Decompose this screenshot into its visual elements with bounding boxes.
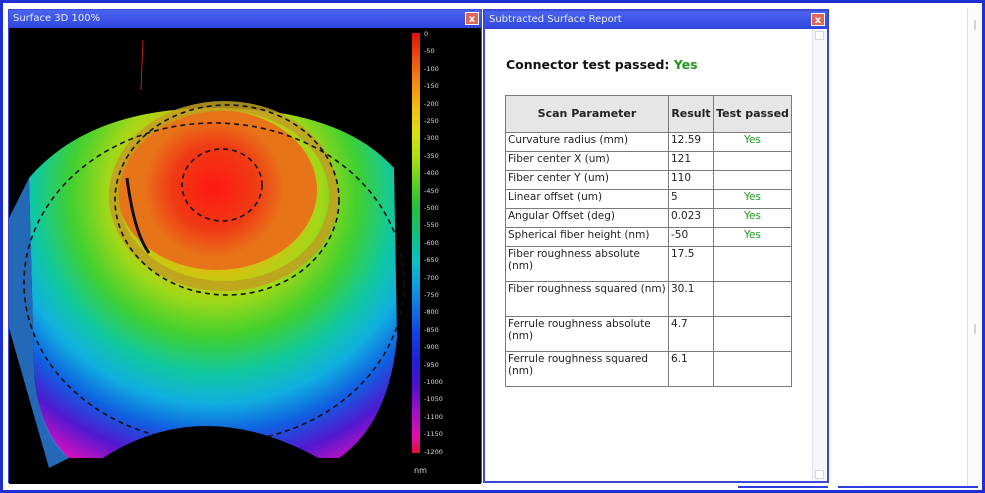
test-passed-cell: Yes	[713, 132, 792, 152]
test-passed-cell	[713, 151, 792, 171]
test-passed-cell	[713, 281, 792, 317]
scroll-down-arrow-icon[interactable]	[815, 470, 824, 479]
connector-test-label: Connector test passed:	[506, 57, 670, 72]
table-row: Fiber center X (um) 121	[505, 151, 792, 171]
test-passed-cell: Yes	[713, 189, 792, 209]
scan-results-table: Scan Parameter Result Test passed Curvat…	[505, 95, 792, 387]
color-scale-unit: nm	[414, 466, 427, 475]
report-close-button[interactable]: x	[811, 13, 825, 26]
header-test-passed: Test passed	[713, 95, 792, 133]
test-passed-cell: Yes	[713, 208, 792, 228]
test-passed-cell	[713, 316, 792, 352]
scale-label: -750	[424, 291, 439, 299]
scroll-up-arrow-icon[interactable]	[815, 31, 824, 40]
report-window: Subtracted Surface Report x Connector te…	[483, 9, 829, 483]
test-passed-cell	[713, 246, 792, 282]
connector-test-value: Yes	[673, 57, 698, 72]
result-cell: 0.023	[668, 208, 714, 228]
scan-parameter-cell: Fiber center X (um)	[505, 151, 669, 171]
scale-label: -700	[424, 273, 439, 282]
scan-parameter-cell: Spherical fiber height (nm)	[505, 227, 669, 247]
connector-test-result: Connector test passed: Yes	[506, 57, 698, 72]
scan-parameter-cell: Fiber roughness squared (nm)	[505, 281, 669, 317]
table-row: Fiber roughness squared (nm) 30.1	[505, 281, 792, 317]
table-header-row: Scan Parameter Result Test passed	[505, 95, 792, 133]
result-cell: 6.1	[668, 351, 714, 387]
table-row: Angular Offset (deg) 0.023 Yes	[505, 208, 792, 228]
table-row: Ferrule roughness squared (nm) 6.1	[505, 351, 792, 387]
scale-label: -1000	[424, 378, 443, 386]
header-result: Result	[668, 95, 714, 133]
table-row: Linear offset (um) 5 Yes	[505, 189, 792, 209]
result-cell: -50	[668, 227, 714, 247]
surface-3d-window: Surface 3D 100% x	[8, 9, 482, 484]
surface-3d-plot[interactable]	[9, 28, 411, 484]
scale-label: -200	[424, 99, 439, 108]
scale-label: -900	[424, 343, 439, 352]
scale-label: -1200	[424, 447, 443, 456]
scale-label: -950	[424, 360, 439, 369]
surface-3d-render	[9, 28, 411, 484]
scale-label: -1150	[424, 430, 443, 439]
scale-label: -100	[424, 64, 439, 73]
result-cell: 121	[668, 151, 714, 171]
scan-parameter-cell: Fiber roughness absolute (nm)	[505, 246, 669, 282]
surface-3d-title: Surface 3D 100%	[13, 13, 101, 24]
table-row: Fiber roughness absolute (nm) 17.5	[505, 246, 792, 282]
scale-label: -650	[424, 256, 439, 265]
scale-label: -50	[424, 47, 435, 56]
color-scale-bar	[412, 33, 420, 453]
report-title: Subtracted Surface Report	[489, 14, 622, 25]
result-cell: 4.7	[668, 316, 714, 352]
taskbar-underline	[738, 486, 978, 489]
result-cell: 110	[668, 170, 714, 190]
result-cell: 17.5	[668, 246, 714, 282]
result-cell: 12.59	[668, 132, 714, 152]
scale-label: -550	[424, 221, 439, 230]
scale-label: -600	[424, 238, 439, 247]
table-row: Curvature radius (mm) 12.59 Yes	[505, 132, 792, 152]
surface-3d-close-button[interactable]: x	[465, 12, 479, 25]
report-scrollbar[interactable]	[812, 29, 827, 481]
scale-label: -150	[424, 82, 439, 91]
header-scan-parameter: Scan Parameter	[505, 95, 669, 133]
scale-label: 0	[424, 30, 429, 38]
scan-parameter-cell: Angular Offset (deg)	[505, 208, 669, 228]
scan-parameter-cell: Ferrule roughness absolute (nm)	[505, 316, 669, 352]
scale-label: -450	[424, 186, 439, 195]
scan-parameter-cell: Curvature radius (mm)	[505, 132, 669, 152]
background-window-edge	[967, 8, 982, 486]
scale-label: -1100	[424, 412, 443, 421]
scan-parameter-cell: Linear offset (um)	[505, 189, 669, 209]
surface-3d-titlebar[interactable]: Surface 3D 100%	[9, 10, 481, 28]
test-passed-cell	[713, 351, 792, 387]
scale-label: -350	[424, 151, 439, 160]
test-passed-cell	[713, 170, 792, 190]
scale-label: -850	[424, 325, 439, 334]
report-titlebar[interactable]: Subtracted Surface Report	[485, 11, 827, 29]
scale-label: -800	[424, 308, 439, 317]
result-cell: 5	[668, 189, 714, 209]
table-row: Spherical fiber height (nm) -50 Yes	[505, 227, 792, 247]
color-scale: 0 -50 -100 -150 -200 -250 -300 -350 -400 -450 -500…	[411, 28, 481, 484]
scan-parameter-cell: Fiber center Y (um)	[505, 170, 669, 190]
table-row: Ferrule roughness absolute (nm) 4.7	[505, 316, 792, 352]
scale-label: -250	[424, 117, 439, 125]
result-cell: 30.1	[668, 281, 714, 317]
scale-label: -300	[424, 134, 439, 143]
table-row: Fiber center Y (um) 110	[505, 170, 792, 190]
scale-label: -500	[424, 204, 439, 212]
test-passed-cell: Yes	[713, 227, 792, 247]
scale-label: -1050	[424, 395, 443, 404]
scale-label: -400	[424, 169, 439, 178]
scan-parameter-cell: Ferrule roughness squared (nm)	[505, 351, 669, 387]
